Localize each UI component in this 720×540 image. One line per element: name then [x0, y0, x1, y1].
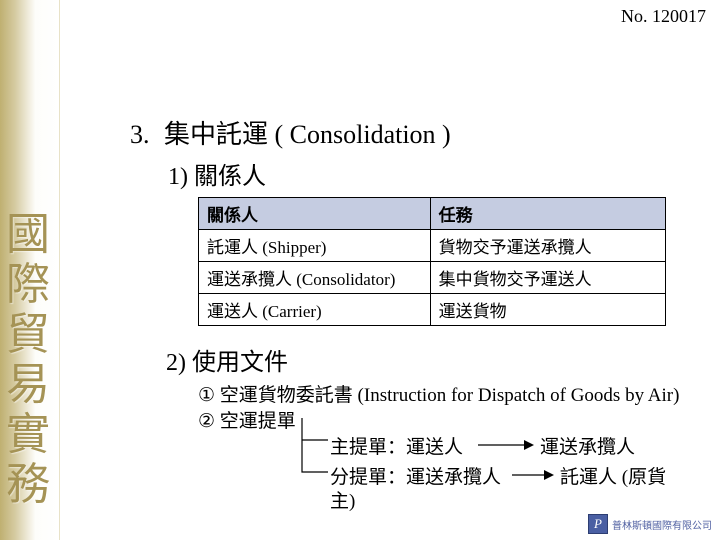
table-cell: 託運人 (Shipper): [199, 230, 431, 262]
circled-number-2: ②: [198, 411, 215, 432]
section-heading: 3. 集中託運 ( Consolidation ): [130, 114, 451, 151]
sidebar-char: 際: [2, 260, 54, 310]
sidebar-char: 易: [2, 360, 54, 410]
house-bill-label: 分提單：運送承攬人: [330, 462, 501, 489]
sub1-number: 1): [168, 164, 188, 190]
house-bill-target: 託運人 (原貨: [560, 462, 666, 489]
table-cell: 運送人 (Carrier): [199, 294, 431, 326]
house-bill-target-cont: 主): [330, 486, 355, 513]
subheading-2: 2) 使用文件: [166, 342, 288, 377]
table-row: 運送承攬人 (Consolidator) 集中貨物交予運送人: [199, 262, 666, 294]
sub2-title: 使用文件: [192, 350, 288, 376]
doc-item-2: ② 空運提單: [198, 406, 296, 433]
table-row: 運送人 (Carrier) 運送貨物: [199, 294, 666, 326]
master-bill-label: 主提單：運送人: [330, 432, 463, 459]
master-bill-target: 運送承攬人: [540, 432, 635, 459]
logo-text: 普林斯頓國際有限公司: [612, 517, 712, 532]
sidebar-char: 務: [2, 460, 54, 510]
doc-item-2-text: 空運提單: [220, 411, 296, 432]
fork-connector: [298, 418, 332, 482]
sidebar-char: 國: [2, 210, 54, 260]
table-header: 關係人: [199, 198, 431, 230]
arrow-icon: [512, 468, 554, 482]
table-cell: 運送貨物: [430, 294, 665, 326]
logo-mark: P: [588, 514, 608, 534]
arrow-icon: [478, 438, 534, 452]
sidebar-gradient: 國 際 貿 易 實 務: [0, 0, 60, 540]
relations-table: 關係人 任務 託運人 (Shipper) 貨物交予運送承攬人 運送承攬人 (Co…: [198, 197, 666, 326]
table-cell: 貨物交予運送承攬人: [430, 230, 665, 262]
circled-number-1: ①: [198, 385, 215, 406]
footer-logo: P 普林斯頓國際有限公司: [588, 514, 712, 534]
subheading-1: 1) 關係人: [168, 156, 266, 191]
doc-item-1-text: 空運貨物委託書 (Instruction for Dispatch of Goo…: [220, 385, 680, 406]
sub2-number: 2): [166, 350, 186, 376]
table-header: 任務: [430, 198, 665, 230]
sidebar-char: 實: [2, 410, 54, 460]
sub1-title: 關係人: [194, 164, 266, 190]
table-cell: 集中貨物交予運送人: [430, 262, 665, 294]
content-area: 3. 集中託運 ( Consolidation ) 1) 關係人 關係人 任務 …: [60, 0, 720, 540]
heading-title: 集中託運 ( Consolidation ): [164, 120, 451, 149]
sidebar-title: 國 際 貿 易 實 務: [2, 210, 54, 510]
table-cell: 運送承攬人 (Consolidator): [199, 262, 431, 294]
table-row: 託運人 (Shipper) 貨物交予運送承攬人: [199, 230, 666, 262]
heading-number: 3.: [130, 120, 150, 149]
sidebar-char: 貿: [2, 310, 54, 360]
doc-item-1: ① 空運貨物委託書 (Instruction for Dispatch of G…: [198, 380, 679, 407]
